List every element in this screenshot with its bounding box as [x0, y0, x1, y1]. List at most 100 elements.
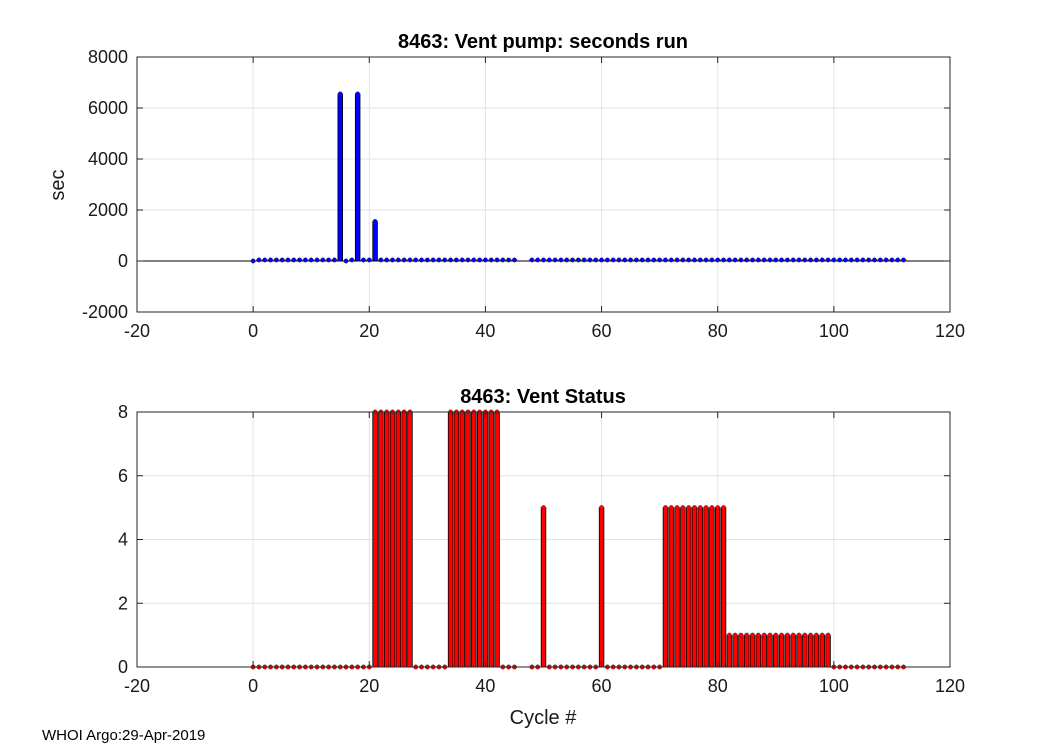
bar-marker: [471, 257, 477, 263]
y-tick-label: 8: [118, 402, 128, 422]
bar-marker: [593, 257, 599, 263]
bar-marker: [680, 505, 686, 511]
x-tick-label: -20: [124, 676, 150, 696]
bar: [680, 507, 686, 668]
bar-marker: [366, 257, 372, 263]
vent-status-chart: 8463: Vent Status Cycle # -20 0 20 40 60 80 10…: [118, 386, 965, 729]
bar: [395, 411, 402, 668]
bar-marker: [453, 257, 459, 263]
y-tick-label: 0: [118, 657, 128, 677]
bar-marker: [651, 257, 657, 263]
bar-marker: [273, 257, 279, 263]
bar: [674, 507, 680, 668]
bar: [691, 507, 698, 668]
bar-marker: [668, 257, 674, 263]
chart-title: 8463: Vent Status: [460, 386, 626, 408]
bar: [476, 411, 483, 668]
bar-marker: [552, 257, 558, 263]
bar-marker: [349, 257, 355, 263]
bar-marker: [355, 91, 361, 97]
bar: [773, 634, 779, 668]
bar: [494, 411, 500, 668]
bar-marker: [401, 257, 407, 263]
bar-marker: [808, 632, 814, 638]
bar-marker: [500, 257, 506, 263]
bar-marker: [570, 257, 575, 263]
bar-marker: [599, 505, 605, 511]
bar-marker: [697, 505, 703, 511]
chart-title: 8463: Vent pump: seconds run: [398, 31, 688, 53]
bar-marker: [744, 632, 750, 638]
bar: [453, 411, 460, 668]
bar-marker: [779, 257, 785, 263]
bar: [459, 411, 465, 668]
bar-marker: [732, 257, 738, 263]
bar-marker: [285, 257, 291, 263]
footer-text: WHOI Argo:29-Apr-2019: [42, 727, 206, 744]
bar-marker: [297, 257, 303, 263]
bar-marker: [494, 257, 500, 263]
bar-marker: [703, 257, 709, 263]
bar: [802, 634, 808, 668]
x-tick-label: 80: [708, 676, 728, 696]
bar-marker: [692, 505, 697, 511]
bar-marker: [308, 257, 314, 263]
bar: [697, 507, 704, 668]
bar-marker: [256, 257, 262, 263]
bar-marker: [726, 257, 732, 263]
y-axis-label: sec: [47, 169, 69, 200]
bar-marker: [633, 257, 639, 263]
bar-marker: [541, 257, 546, 263]
bar: [749, 634, 756, 668]
bar: [767, 634, 773, 668]
bar-marker: [372, 219, 378, 224]
bar-marker: [262, 257, 268, 263]
bar: [778, 634, 785, 668]
bar-marker: [314, 257, 320, 263]
bar-marker: [442, 257, 448, 263]
bar-marker: [825, 632, 831, 638]
bar-marker: [599, 257, 605, 263]
bar: [720, 507, 727, 668]
bar-marker: [796, 257, 802, 263]
bar: [407, 411, 413, 668]
axes-frame: [136, 56, 951, 313]
bar: [668, 507, 674, 668]
y-tick-label: 6: [118, 466, 128, 486]
bar-marker: [512, 257, 517, 263]
bar-marker: [686, 257, 692, 263]
bar-marker: [628, 257, 634, 263]
bar: [732, 634, 738, 668]
bar: [685, 507, 692, 668]
bar-marker: [326, 257, 332, 263]
bar-marker: [744, 257, 750, 263]
y-tick-label: 4: [118, 530, 128, 550]
bar-marker: [715, 505, 721, 511]
y-tick-label: 8000: [88, 47, 128, 67]
y-tick-label: -2000: [82, 302, 128, 322]
bar-marker: [477, 257, 483, 263]
bar-marker: [784, 632, 790, 638]
bar: [401, 411, 407, 668]
bar: [383, 411, 390, 668]
bar: [714, 507, 721, 668]
x-tick-label: 100: [819, 676, 849, 696]
x-tick-label: 60: [592, 321, 612, 341]
x-tick-label: 0: [248, 321, 258, 341]
bar: [819, 634, 825, 668]
bar-marker: [802, 632, 808, 638]
bar-marker: [250, 258, 256, 264]
x-tick-label: 120: [935, 321, 965, 341]
bar-marker: [564, 257, 570, 263]
bar: [389, 411, 396, 668]
bar-marker: [575, 257, 581, 263]
bar-marker: [378, 257, 384, 263]
x-tick-label: -20: [124, 321, 150, 341]
bar: [465, 411, 471, 668]
bar-marker: [796, 632, 802, 638]
bar-marker: [755, 257, 761, 263]
bar-marker: [697, 257, 703, 263]
bar: [738, 634, 744, 668]
x-tick-label: 80: [708, 321, 728, 341]
